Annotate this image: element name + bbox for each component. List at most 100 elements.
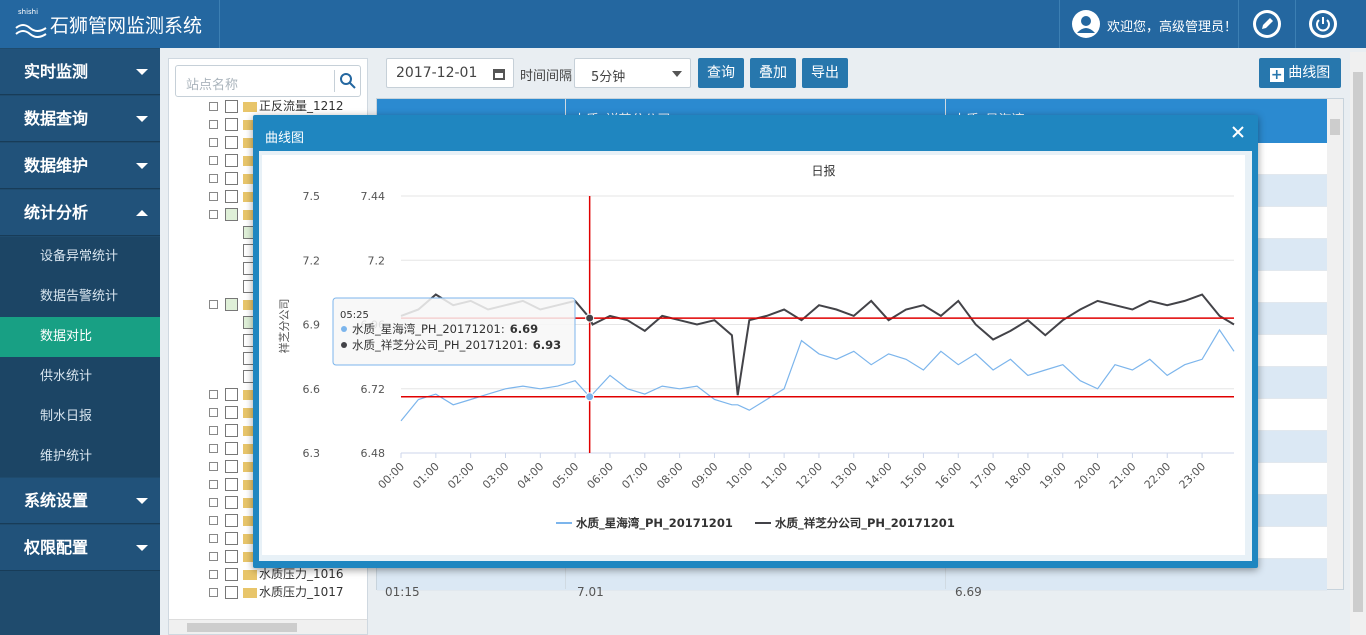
submenu-item[interactable]: 数据告警统计 [0,277,160,317]
checkbox[interactable] [225,388,238,401]
sidebar: 实时监测数据查询数据维护统计分析设备异常统计 数据告警统计 数据对比 供水统计 制水日报… [0,48,160,635]
checkbox[interactable] [225,424,238,437]
toolbar-button[interactable]: 叠加 [750,58,796,88]
expand-icon[interactable] [209,570,218,579]
checkbox[interactable] [225,298,238,311]
checkbox[interactable] [225,568,238,581]
submenu-item[interactable]: 供水统计 [0,357,160,397]
interval-select[interactable]: 5分钟 [574,58,691,88]
expand-icon[interactable] [209,498,218,507]
search-box[interactable]: 站点名称 [175,65,361,97]
scrollbar[interactable] [1327,99,1343,589]
x-tick-label: 03:00 [480,460,512,492]
expand-icon[interactable] [209,192,218,201]
checkbox[interactable] [225,514,238,527]
submenu-item[interactable]: 制水日报 [0,397,160,437]
checkbox[interactable] [225,406,238,419]
search-icon[interactable] [340,73,356,89]
cell: 7.01 [577,585,604,599]
welcome-text[interactable]: 欢迎您，高级管理员！ [1107,20,1238,35]
edit-button[interactable] [1252,9,1282,39]
checkbox[interactable] [225,478,238,491]
folder-icon [243,588,257,598]
expand-icon[interactable] [209,480,218,489]
calendar-icon[interactable] [492,67,506,81]
checkbox[interactable] [225,496,238,509]
y-tick-label: 6.3 [303,447,321,460]
divider [1059,0,1060,48]
scroll-thumb[interactable] [1353,72,1363,612]
divider [334,70,335,92]
checkbox[interactable] [225,172,238,185]
expand-icon[interactable] [209,102,218,111]
expand-icon[interactable] [209,426,218,435]
folder-icon [243,102,257,112]
x-tick-label: 23:00 [1177,460,1209,492]
tree-label[interactable]: 正反流量_1212 [259,99,344,113]
checkbox[interactable] [225,460,238,473]
folder-icon [243,174,257,184]
tree-label[interactable]: 水质压力_1017 [259,585,344,599]
scroll-thumb[interactable] [187,623,297,632]
expand-icon[interactable] [209,210,218,219]
menu-item[interactable]: 系统设置 [0,478,160,524]
x-tick-label: 21:00 [1107,460,1139,492]
checkbox[interactable] [225,586,238,599]
expand-icon[interactable] [209,408,218,417]
expand-icon[interactable] [209,462,218,471]
menu-label: 数据查询 [24,109,89,128]
expand-icon[interactable] [209,156,218,165]
expand-icon[interactable] [209,138,218,147]
checkbox[interactable] [225,136,238,149]
submenu-item[interactable]: 设备异常统计 [0,237,160,277]
tree-label[interactable]: 水质压力_1016 [259,567,344,581]
menu-label: 统计分析 [24,203,89,222]
folder-icon [243,138,257,148]
expand-icon[interactable] [209,552,218,561]
menu-item[interactable]: 权限配置 [0,525,160,571]
menu-label: 系统设置 [24,491,89,510]
scrollbar[interactable] [169,619,367,634]
expand-icon[interactable] [209,120,218,129]
expand-icon[interactable] [209,390,218,399]
folder-icon [243,426,257,436]
x-tick-label: 17:00 [968,460,1000,492]
submenu-item[interactable]: 数据对比 [0,317,160,357]
expand-icon[interactable] [209,516,218,525]
expand-icon[interactable] [209,174,218,183]
folder-icon [243,552,257,562]
chart-button-label: 曲线图 [1288,65,1331,81]
dialog-title: 曲线图 [265,131,305,146]
menu-item[interactable]: 实时监测 [0,49,160,95]
scroll-thumb[interactable] [1330,119,1340,135]
folder-icon [243,444,257,454]
checkbox[interactable] [225,532,238,545]
toolbar-button[interactable]: 导出 [802,58,848,88]
chart-button[interactable]: + 曲线图 [1259,58,1341,88]
checkbox[interactable] [225,442,238,455]
checkbox[interactable] [225,154,238,167]
submenu-item[interactable]: 维护统计 [0,437,160,477]
close-button[interactable] [1231,125,1245,139]
expand-icon[interactable] [209,444,218,453]
checkbox[interactable] [225,190,238,203]
menu-arrow [136,210,148,216]
checkbox[interactable] [225,100,238,113]
toolbar-button[interactable]: 查询 [698,58,744,88]
page-scrollbar[interactable] [1350,52,1366,635]
legend-label[interactable]: 水质_星海湾_PH_20171201 [576,516,733,531]
menu-item[interactable]: 数据维护 [0,143,160,189]
menu-item[interactable]: 数据查询 [0,96,160,142]
checkbox[interactable] [225,208,238,221]
menu-item[interactable]: 统计分析 [0,190,160,236]
folder-icon [243,120,257,130]
logout-button[interactable] [1308,9,1338,39]
expand-icon[interactable] [209,300,218,309]
checkbox[interactable] [225,550,238,563]
expand-icon[interactable] [209,534,218,543]
legend-label[interactable]: 水质_祥芝分公司_PH_20171201 [775,516,955,531]
date-input[interactable]: 2017-12-01 [386,58,514,88]
interval-label: 时间间隔 [520,69,573,84]
expand-icon[interactable] [209,588,218,597]
checkbox[interactable] [225,118,238,131]
